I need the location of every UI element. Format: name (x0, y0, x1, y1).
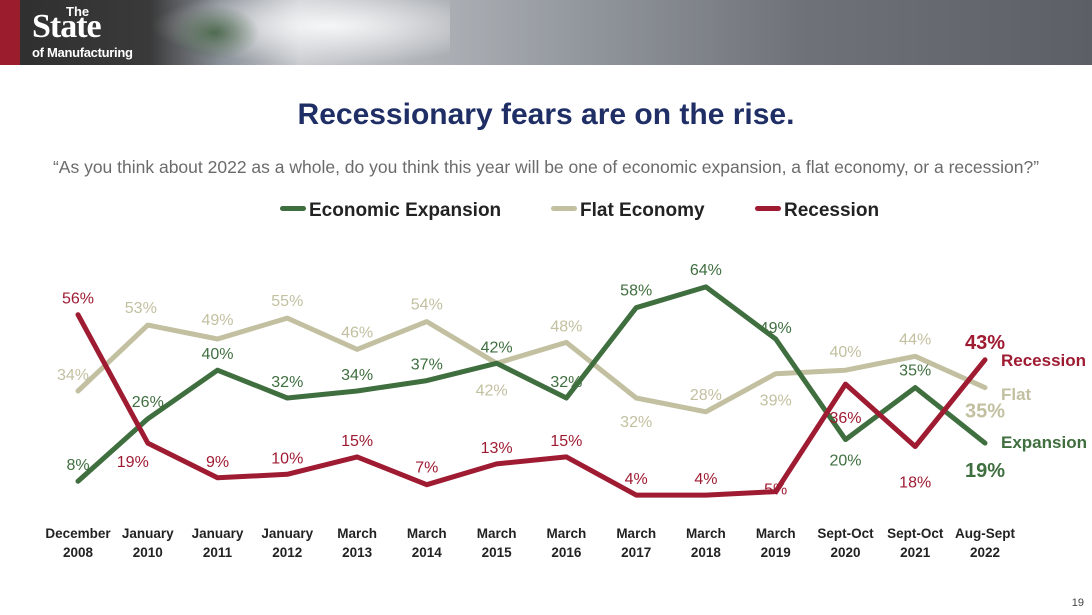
data-label-expansion-9: 64% (690, 262, 722, 279)
data-label-expansion-6: 42% (481, 339, 513, 356)
x-tick-label-9: March 2018 (686, 526, 726, 560)
data-label-flat-7: 48% (550, 318, 582, 335)
chart-legend: Economic Expansion Flat Economy Recessio… (0, 200, 1092, 228)
data-label-recession-0: 56% (62, 291, 94, 308)
slide-title: Recessionary fears are on the rise. (297, 98, 795, 131)
end-label-expansion: Expansion (1001, 433, 1087, 452)
x-tick-label-10: March 2019 (756, 526, 796, 560)
logo: State The of Manufacturing (28, 2, 146, 62)
x-tick-label-8: March 2017 (616, 526, 656, 560)
data-label-recession-6: 13% (481, 440, 513, 457)
legend-item-recession: Recession (755, 200, 879, 222)
data-label-recession-10: 5% (764, 482, 787, 499)
legend-label-flat: Flat Economy (580, 200, 705, 221)
data-label-flat-5: 54% (411, 297, 443, 314)
legend-item-flat: Flat Economy (551, 200, 705, 222)
series-line-recession (75, 312, 988, 498)
data-label-flat-3: 55% (271, 293, 303, 310)
legend-swatch-flat (551, 206, 577, 212)
data-label-flat-12: 44% (899, 331, 931, 348)
legend-item-expansion: Economic Expansion (280, 200, 501, 222)
data-label-expansion-3: 32% (271, 374, 303, 391)
data-label-recession-8: 4% (625, 471, 648, 488)
data-label-flat-9: 28% (690, 387, 722, 404)
x-tick-label-12: Sept-Oct 2021 (887, 526, 944, 560)
x-tick-label-2: January 2011 (192, 526, 244, 560)
logo-state: State (32, 8, 102, 45)
x-tick-label-7: March 2016 (547, 526, 587, 560)
legend-swatch-recession (755, 206, 781, 212)
end-label-flat: Flat (1001, 385, 1032, 404)
slide-subtitle: “As you think about 2022 as a whole, do … (52, 157, 1040, 177)
data-label-recession-11: 36% (829, 410, 861, 427)
data-label-flat-11: 40% (829, 344, 861, 361)
series-line-expansion (75, 284, 988, 484)
x-tick-label-0: December 2008 (45, 526, 111, 560)
data-label-expansion-1: 26% (132, 394, 164, 411)
legend-label-expansion: Economic Expansion (309, 200, 502, 221)
data-label-expansion-12: 35% (899, 363, 931, 380)
data-label-flat-1: 53% (125, 300, 157, 317)
legend-swatch-expansion (280, 206, 306, 212)
data-label-flat-4: 46% (341, 324, 373, 341)
data-label-flat-10: 39% (760, 393, 792, 410)
data-label-expansion-2: 40% (201, 346, 233, 363)
end-label-recession: Recession (1001, 351, 1086, 370)
logo-manufacturing: of Manufacturing (32, 45, 133, 60)
data-label-expansion-0: 8% (66, 457, 89, 474)
data-label-recession-5: 7% (415, 460, 438, 477)
data-label-flat-2: 49% (201, 312, 233, 329)
data-label-recession-1: 19% (117, 454, 149, 471)
banner-image-tree (170, 5, 260, 60)
data-label-expansion-7: 32% (550, 374, 582, 391)
data-label-flat-6: 42% (476, 382, 508, 399)
data-label-expansion-8: 58% (620, 283, 652, 300)
data-label-flat-13: 35% (965, 401, 1005, 423)
logo-the: The (66, 4, 90, 19)
data-label-expansion-5: 37% (411, 357, 443, 374)
x-tick-label-13: Aug-Sept 2022 (955, 526, 1015, 560)
legend-label-recession: Recession (784, 200, 880, 221)
data-label-expansion-10: 49% (760, 320, 792, 337)
data-label-recession-12: 18% (899, 475, 931, 492)
page-number: 19 (1071, 597, 1084, 609)
data-label-expansion-11: 20% (829, 453, 861, 470)
data-label-expansion-13: 19% (965, 460, 1005, 482)
data-label-recession-9: 4% (694, 471, 717, 488)
x-tick-label-4: March 2013 (337, 526, 377, 560)
header-banner: State The of Manufacturing (0, 0, 1092, 65)
data-label-flat-8: 32% (620, 414, 652, 431)
data-label-expansion-4: 34% (341, 367, 373, 384)
x-tick-label-6: March 2015 (477, 526, 517, 560)
series-line-flat (75, 315, 988, 415)
x-tick-label-5: March 2014 (407, 526, 447, 560)
data-label-flat-0: 34% (57, 367, 89, 384)
x-tick-label-11: Sept-Oct 2020 (817, 526, 874, 560)
data-label-recession-13: 43% (965, 332, 1005, 354)
data-label-recession-3: 10% (271, 450, 303, 467)
data-label-recession-2: 9% (206, 454, 229, 471)
x-tick-label-3: January 2012 (261, 526, 313, 560)
banner-accent (0, 0, 20, 65)
data-label-recession-7: 15% (550, 433, 582, 450)
x-tick-label-1: January 2010 (122, 526, 174, 560)
data-label-recession-4: 15% (341, 433, 373, 450)
